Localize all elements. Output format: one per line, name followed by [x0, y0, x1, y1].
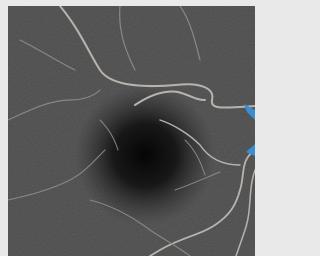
fovea: [8, 6, 255, 256]
page: [0, 0, 255, 256]
fundus-image: [8, 6, 255, 256]
angiogram: [0, 0, 255, 256]
